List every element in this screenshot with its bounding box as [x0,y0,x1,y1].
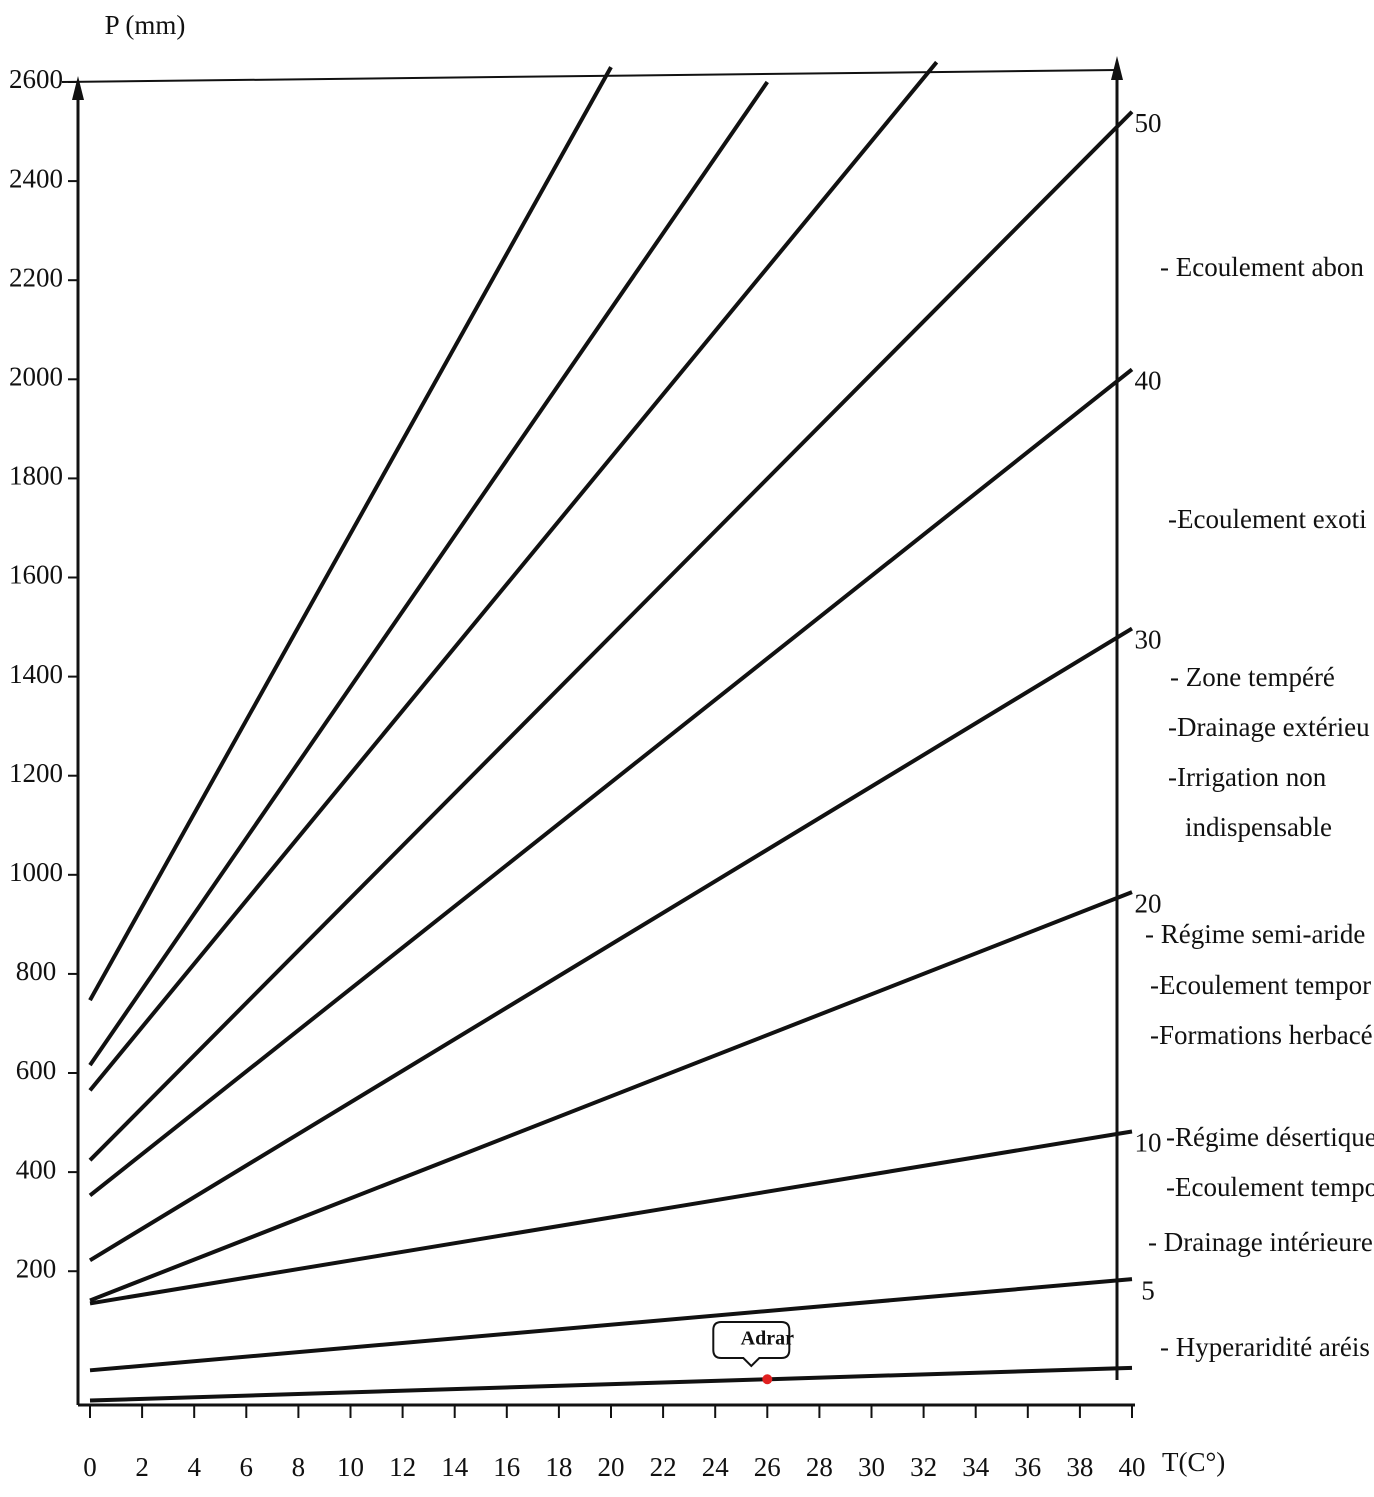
line [88,367,1134,1197]
annotation: -Ecoulement tempo [1166,1172,1374,1202]
line [89,890,1133,1303]
x-tick-label: 22 [650,1452,677,1482]
arrow [72,76,84,100]
x-tick-label: 20 [598,1452,625,1482]
x-tick-label: 0 [83,1452,97,1482]
y-tick-label: 2400 [9,163,63,193]
line-label: 50 [1135,108,1162,138]
x-tick-label: 2 [135,1452,149,1482]
y-tick-label: 2000 [9,362,63,392]
annotation: - Régime semi-aride [1145,919,1365,949]
x-tick-label: 34 [962,1452,990,1482]
x-tick-label: 30 [858,1452,885,1482]
line [88,60,939,1092]
annotation: - Drainage intérieure [1148,1227,1373,1257]
annotation: -Irrigation non [1168,762,1327,792]
x-tick-label: 16 [493,1452,520,1482]
y-tick-label: 1600 [9,560,63,590]
x-tick-label: 28 [806,1452,833,1482]
x-tick-label: 40 [1119,1452,1146,1482]
point-label: Adrar [741,1328,794,1350]
x-tick-label: 10 [337,1452,364,1482]
x-tick-label: 12 [389,1452,416,1482]
line-label: 20 [1135,888,1162,918]
line [88,626,1134,1263]
annotation: - Ecoulement abon [1160,252,1364,282]
line-label: 10 [1135,1128,1162,1158]
y-tick-label: 1800 [9,461,63,491]
line-label: 30 [1135,625,1162,655]
line-label: 5 [1141,1275,1155,1305]
y-tick-label: 600 [16,1055,57,1085]
x-tick-label: 8 [292,1452,306,1482]
top-border [61,69,1118,83]
x-tick-label: 14 [441,1452,469,1482]
y-tick-label: 200 [16,1253,57,1283]
x-axis-label: T(C°) [1162,1447,1225,1477]
point [762,1374,773,1385]
y-tick-label: 1400 [9,659,63,689]
x-tick-label: 36 [1014,1452,1041,1482]
y-tick-label: 400 [16,1154,57,1184]
annotation: - Zone tempéré [1170,662,1335,692]
x-tick-label: 18 [545,1452,572,1482]
arrow [1111,56,1123,80]
x-tick-label: 32 [910,1452,937,1482]
line [89,1365,1133,1403]
y-tick-label: 1200 [9,758,63,788]
y-axis-label: P (mm) [105,10,186,40]
line [89,1277,1133,1373]
x-tick-label: 6 [240,1452,254,1482]
x-tick-label: 26 [754,1452,781,1482]
line [88,110,1134,1162]
line [89,1129,1133,1306]
x-tick-label: 4 [187,1452,201,1482]
x-tick-label: 38 [1066,1452,1093,1482]
annotation: -Régime désertique [1166,1122,1374,1152]
y-tick-label: 2600 [9,64,63,94]
annotation: -Ecoulement tempor [1150,970,1371,1000]
annotation: -Ecoulement exoti [1168,504,1367,534]
line [88,80,769,1067]
y-tick-label: 1000 [9,857,63,887]
annotation: -Drainage extérieu [1168,712,1370,742]
line-label: 40 [1135,366,1162,396]
y-tick-label: 2200 [9,262,63,292]
y-tick-label: 800 [16,956,57,986]
callout [712,1321,791,1368]
annotation: -Formations herbacé [1150,1020,1373,1050]
annotation: indispensable [1185,812,1332,842]
x-tick-label: 24 [702,1452,730,1482]
line [88,66,613,1002]
annotation: - Hyperaridité aréis [1160,1332,1370,1362]
